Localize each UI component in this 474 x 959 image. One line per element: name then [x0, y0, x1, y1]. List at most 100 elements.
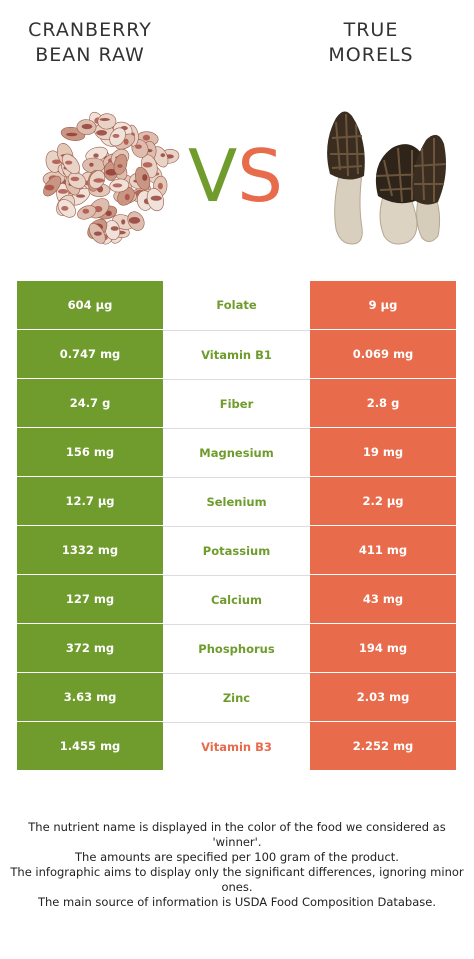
- row-divider: [17, 329, 456, 330]
- vs-v: V: [188, 134, 238, 218]
- row-divider: [17, 574, 456, 575]
- nutrient-name: Potassium: [163, 526, 310, 575]
- nutrient-name: Calcium: [163, 575, 310, 624]
- bean-speckle: [135, 144, 142, 149]
- table-row: 1332 mg Potassium 411 mg: [17, 526, 456, 575]
- nutrient-name: Fiber: [163, 379, 310, 428]
- bean-speckle: [99, 118, 110, 121]
- vs-label: VS: [188, 140, 288, 212]
- nutrient-name: Phosphorus: [163, 624, 310, 673]
- left-food-value: 372 mg: [17, 624, 163, 672]
- nutrient-comparison-table: 604 µg Folate 9 µg 0.747 mg Vitamin B1 0.069 …: [17, 281, 456, 771]
- right-food-value: 2.8 g: [310, 379, 456, 427]
- bean-speckle: [96, 130, 108, 136]
- row-divider: [17, 770, 456, 771]
- table-row: 0.747 mg Vitamin B1 0.069 mg: [17, 330, 456, 379]
- bean-speckle: [57, 189, 69, 194]
- bean-speckle: [52, 159, 62, 165]
- right-food-value: 43 mg: [310, 575, 456, 623]
- nutrient-name: Magnesium: [163, 428, 310, 477]
- bean-speckle: [93, 178, 105, 183]
- bean: [97, 113, 117, 130]
- left-food-value: 24.7 g: [17, 379, 163, 427]
- table-row: 156 mg Magnesium 19 mg: [17, 428, 456, 477]
- right-food-value: 9 µg: [310, 281, 456, 329]
- row-divider: [17, 476, 456, 477]
- left-food-value: 1332 mg: [17, 526, 163, 574]
- right-food-value: 19 mg: [310, 428, 456, 476]
- left-food-value: 127 mg: [17, 575, 163, 623]
- footer-line4: The main source of information is USDA F…: [37, 895, 436, 909]
- bean-speckle: [117, 164, 123, 168]
- row-divider: [17, 427, 456, 428]
- bean-speckle: [142, 134, 150, 141]
- table-row: 24.7 g Fiber 2.8 g: [17, 379, 456, 428]
- bean-speckle: [81, 123, 93, 130]
- bean-speckle: [150, 195, 162, 201]
- left-food-value: 604 µg: [17, 281, 163, 329]
- left-food-title-line2: BEAN RAW: [35, 44, 145, 66]
- bean-speckle: [61, 206, 69, 211]
- nutrient-name: Selenium: [163, 477, 310, 526]
- row-divider: [17, 378, 456, 379]
- bean-speckle: [105, 210, 112, 216]
- right-food-title-line2: MORELS: [328, 44, 414, 66]
- cranberry-bean-image: [42, 111, 180, 245]
- bean-speckle: [76, 194, 86, 198]
- row-divider: [17, 623, 456, 624]
- footer-line1: The nutrient name is displayed in the co…: [28, 820, 446, 849]
- bean-speckle: [112, 183, 123, 188]
- left-food-value: 156 mg: [17, 428, 163, 476]
- bean-speckle: [66, 132, 78, 137]
- row-divider: [17, 721, 456, 722]
- bean-speckle: [123, 138, 129, 145]
- footer-line3: The infographic aims to display only the…: [10, 865, 464, 894]
- table-row: 372 mg Phosphorus 194 mg: [17, 624, 456, 673]
- bean-speckle: [82, 208, 90, 214]
- left-food-title-line1: CRANBERRY: [28, 19, 152, 41]
- bean-speckle: [121, 219, 126, 225]
- right-food-value: 2.252 mg: [310, 722, 456, 770]
- bean-speckle: [128, 217, 141, 224]
- right-food-value: 2.03 mg: [310, 673, 456, 721]
- right-food-value: 2.2 µg: [310, 477, 456, 525]
- bean-speckle: [112, 133, 120, 138]
- table-row: 127 mg Calcium 43 mg: [17, 575, 456, 624]
- bean-speckle: [44, 184, 55, 191]
- footer-notes: The nutrient name is displayed in the co…: [10, 820, 464, 910]
- bean-speckle: [110, 226, 119, 231]
- bean-speckle: [93, 231, 102, 236]
- table-row: 12.7 µg Selenium 2.2 µg: [17, 477, 456, 526]
- nutrient-name: Vitamin B1: [163, 330, 310, 379]
- bean-speckle: [142, 174, 148, 181]
- bean-speckle: [70, 176, 80, 182]
- row-divider: [17, 525, 456, 526]
- right-food-value: 194 mg: [310, 624, 456, 672]
- left-food-value: 3.63 mg: [17, 673, 163, 721]
- bean-speckle: [157, 182, 163, 190]
- footer-line2: The amounts are specified per 100 gram o…: [75, 850, 399, 864]
- left-food-value: 0.747 mg: [17, 330, 163, 378]
- right-food-value: 0.069 mg: [310, 330, 456, 378]
- bean-speckle: [160, 153, 166, 158]
- bean-speckle: [93, 153, 99, 158]
- table-row: 604 µg Folate 9 µg: [17, 281, 456, 330]
- left-food-value: 12.7 µg: [17, 477, 163, 525]
- bean-speckle: [124, 193, 130, 201]
- table-row: 1.455 mg Vitamin B3 2.252 mg: [17, 722, 456, 771]
- right-food-title-line1: TRUE: [343, 19, 399, 41]
- bean-speckle: [65, 160, 73, 165]
- nutrient-name: Zinc: [163, 673, 310, 722]
- nutrient-name: Folate: [163, 281, 310, 329]
- vs-s: S: [237, 134, 283, 218]
- right-food-title: TRUE MORELS: [286, 18, 456, 68]
- right-food-value: 411 mg: [310, 526, 456, 574]
- bean-speckle: [142, 162, 153, 168]
- morel-mushroom-image: [327, 111, 447, 245]
- left-food-value: 1.455 mg: [17, 722, 163, 770]
- table-row: 3.63 mg Zinc 2.03 mg: [17, 673, 456, 722]
- nutrient-name: Vitamin B3: [163, 722, 310, 771]
- left-food-title: CRANBERRY BEAN RAW: [5, 18, 175, 68]
- bean-speckle: [89, 162, 94, 167]
- row-divider: [17, 672, 456, 673]
